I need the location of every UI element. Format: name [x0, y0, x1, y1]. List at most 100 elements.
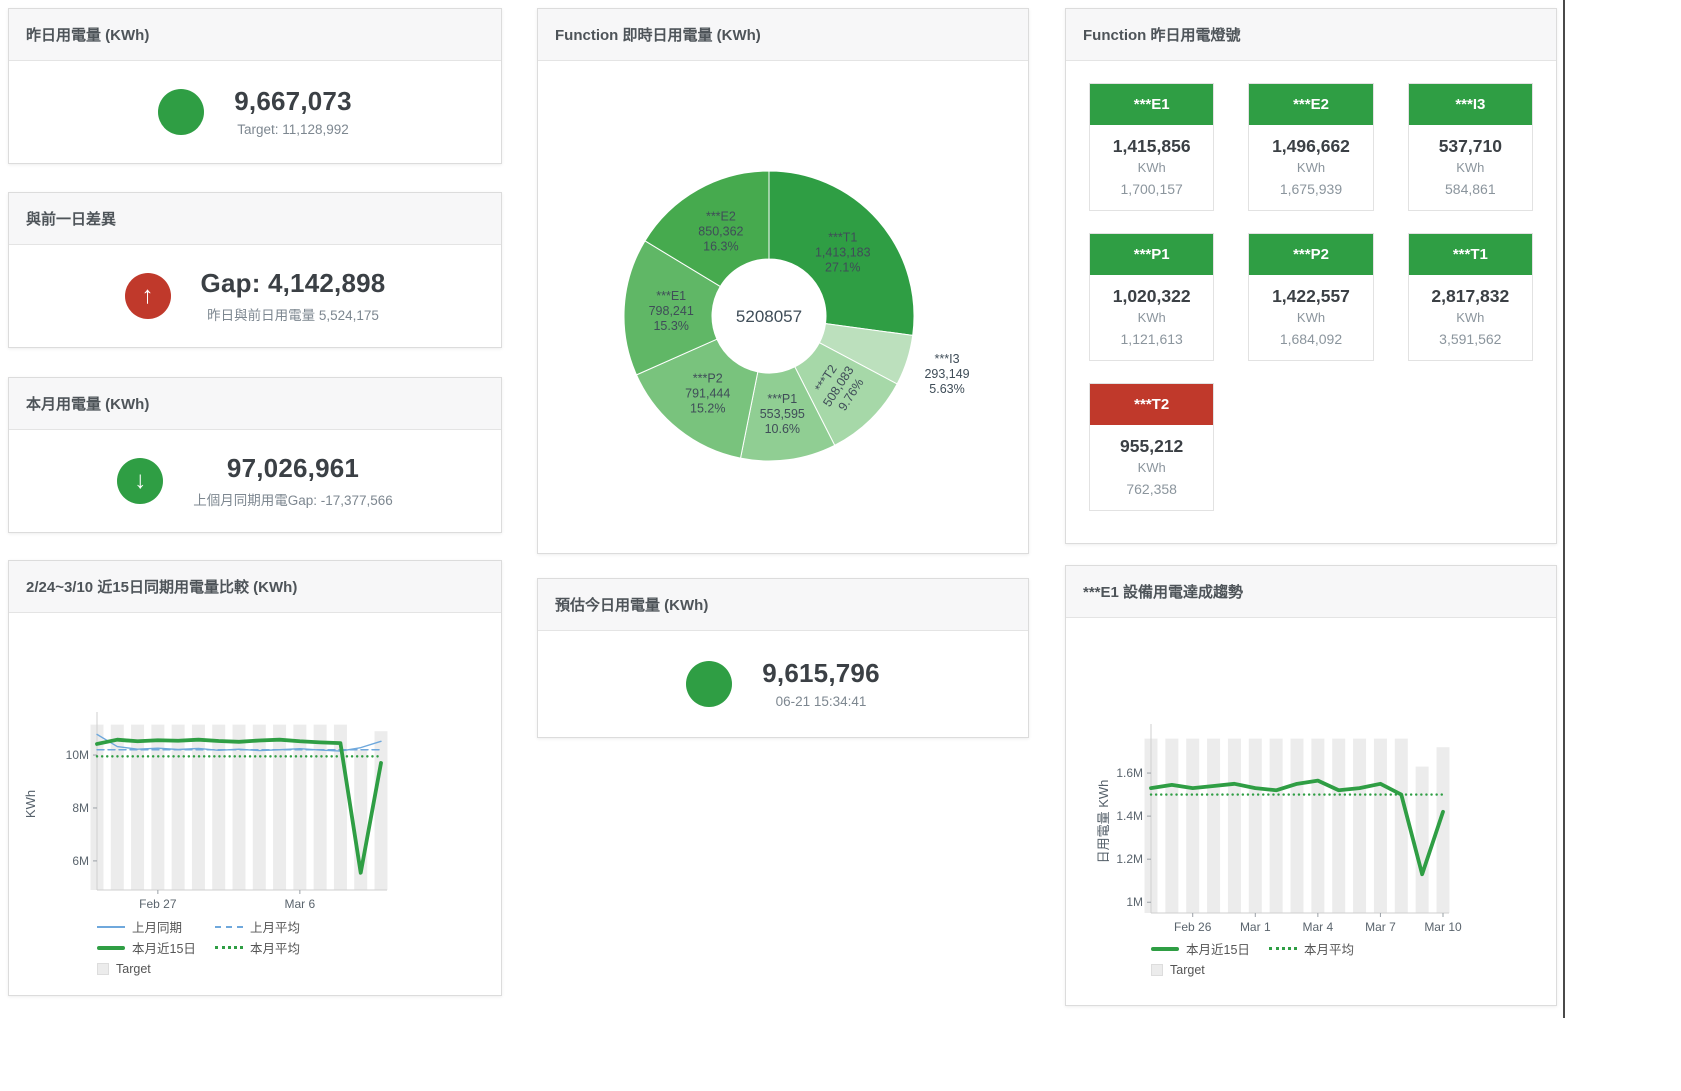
- target-bar: [1207, 738, 1221, 913]
- legend-item[interactable]: 本月近15日: [97, 937, 215, 958]
- light-tile-unit: KWh: [1137, 310, 1166, 325]
- line-chart-svg[interactable]: 1M 1.2M 1.4M 1.6M Feb 26 Mar 1 Mar 4 Mar 7 Mar 1…: [1066, 618, 1556, 1006]
- series-line: [1149, 778, 1445, 877]
- y-axis-label: 日用電量 KWh: [1096, 780, 1111, 864]
- target-bar: [110, 724, 124, 890]
- target-bar: [131, 724, 145, 890]
- panel-estimate-today: 預估今日用電量 (KWh) 9,615,796 06-21 15:34:41: [537, 578, 1029, 738]
- y-axis-label: KWh: [23, 790, 38, 818]
- target-bar: [1373, 738, 1387, 913]
- donut-slice-t1[interactable]: [768, 170, 915, 336]
- target-bar: [1290, 738, 1304, 913]
- panel-title: 昨日用電量 (KWh): [26, 27, 150, 44]
- legend-swatch-icon: [215, 946, 243, 949]
- donut-slice-label: ***I3 293,149 5.63%: [924, 352, 969, 396]
- panel-yesterday-lights: Function 昨日用電燈號 ***E1 1,415,856 KWh 1,70…: [1065, 8, 1557, 544]
- light-tile-target: 1,684,092: [1279, 331, 1343, 347]
- target-bar: [1227, 738, 1241, 913]
- legend-item[interactable]: 上月平均: [215, 916, 333, 937]
- legend-item[interactable]: 上月同期: [97, 916, 215, 937]
- donut-slice-e1[interactable]: [623, 240, 721, 376]
- line-chart-svg[interactable]: 6M 8M 10M Feb 27 Mar 6 KWh: [9, 613, 501, 996]
- legend-swatch-icon: [1151, 963, 1163, 976]
- legend-item[interactable]: 本月平均: [215, 937, 333, 958]
- target-bar: [1269, 738, 1283, 913]
- light-tile-e2: ***E2 1,496,662 KWh 1,675,939: [1248, 83, 1374, 211]
- panel-header[interactable]: ***E1 設備用電達成趨勢: [1066, 566, 1556, 618]
- y-tick-label: 1M: [1126, 895, 1143, 909]
- status-circle-icon: [158, 88, 205, 135]
- legend-item[interactable]: Target: [1151, 959, 1269, 980]
- light-tile-value: 1,496,662: [1272, 136, 1350, 156]
- target-bar: [313, 724, 327, 890]
- target-bar: [191, 724, 205, 890]
- e1-trend-line-chart[interactable]: 1M 1.2M 1.4M 1.6M Feb 26 Mar 1 Mar 4 Mar 7 Mar 1…: [1066, 618, 1556, 1004]
- light-tile-header: ***T1: [1408, 234, 1532, 275]
- legend-swatch-icon: [97, 925, 125, 928]
- panel-header[interactable]: Function 即時日用電量 (KWh): [538, 9, 1028, 61]
- light-tile-t1: ***T1 2,817,832 KWh 3,591,562: [1407, 233, 1533, 361]
- stat-timestamp: 06-21 15:34:41: [775, 694, 867, 709]
- light-tile-header: ***P1: [1090, 234, 1214, 275]
- stat-value: 9,667,073: [234, 86, 352, 116]
- stat-value: 97,026,961: [226, 452, 360, 483]
- target-bar: [232, 724, 246, 890]
- light-tile-header: ***E2: [1249, 84, 1373, 125]
- panel-header[interactable]: 本月用電量 (KWh): [9, 378, 501, 430]
- x-tick-label: Mar 6: [285, 897, 316, 911]
- target-bar: [273, 724, 287, 890]
- donut-center-total: 5208057: [736, 307, 802, 326]
- panel-header[interactable]: 昨日用電量 (KWh): [9, 9, 501, 61]
- x-tick-label: Mar 10: [1424, 920, 1462, 934]
- arrow-up-circle-icon: ↑: [124, 272, 171, 319]
- legend-item[interactable]: Target: [97, 958, 215, 979]
- panel-title: 2/24~3/10 近15日同期用電量比較 (KWh): [26, 579, 298, 596]
- donut-slice-p2[interactable]: [635, 338, 759, 459]
- light-tile-target: 1,675,939: [1279, 181, 1343, 197]
- panel-header[interactable]: 2/24~3/10 近15日同期用電量比較 (KWh): [9, 561, 501, 613]
- light-tile-e1: ***E1 1,415,856 KWh 1,700,157: [1089, 83, 1215, 211]
- panel-yesterday-usage: 昨日用電量 (KWh) 9,667,073 Target: 11,128,992: [8, 8, 502, 164]
- legend-item[interactable]: 本月近15日: [1151, 938, 1269, 959]
- light-tile-value: 1,415,856: [1112, 136, 1191, 156]
- compare-line-chart[interactable]: 6M 8M 10M Feb 27 Mar 6 KWh 上月同期 上月平均 本月近15日 本月平均 T…: [9, 613, 501, 994]
- light-tile-unit: KWh: [1456, 310, 1485, 325]
- target-bar: [1186, 738, 1200, 913]
- donut-svg[interactable]: ***T1 1,413,183 27.1%***I3 293,149 5.63%***T…: [538, 61, 1030, 553]
- target-bar: [1436, 747, 1450, 913]
- light-tile-header: ***E1: [1090, 84, 1214, 125]
- panel-title: 本月用電量 (KWh): [26, 396, 150, 413]
- legend-label: Target: [116, 961, 151, 976]
- light-tile-t2: ***T2 955,212 KWh 762,358: [1089, 383, 1215, 511]
- legend-item[interactable]: 本月平均: [1269, 938, 1387, 959]
- panel-header[interactable]: 預估今日用電量 (KWh): [538, 579, 1028, 631]
- target-bar: [293, 724, 307, 890]
- panel-header[interactable]: Function 昨日用電燈號: [1066, 9, 1556, 61]
- x-tick-label: Feb 27: [139, 897, 177, 911]
- light-tile-target: 1,121,613: [1120, 331, 1183, 347]
- target-bar: [252, 724, 266, 890]
- target-bar: [151, 724, 165, 890]
- donut-slice-e2[interactable]: [644, 170, 770, 288]
- series-line: [96, 733, 382, 752]
- legend-label: 上月平均: [250, 921, 301, 935]
- light-tile-i3: ***I3 537,710 KWh 584,861: [1407, 83, 1533, 211]
- donut-slice-label: ***P2 791,444 15.2%: [685, 371, 730, 415]
- target-bar: [1311, 738, 1325, 913]
- lights-grid: ***E1 1,415,856 KWh 1,700,157 ***E2 1,49…: [1066, 61, 1556, 542]
- light-tile-target: 1,700,157: [1120, 181, 1183, 197]
- y-tick-label: 8M: [72, 801, 89, 815]
- realtime-usage-donut-chart[interactable]: ***T1 1,413,183 27.1% ***I3 293,149 5.63% ***T…: [538, 61, 1028, 552]
- y-tick-label: 1.6M: [1116, 766, 1143, 780]
- target-bar: [1415, 766, 1429, 913]
- legend-label: 本月近15日: [132, 942, 196, 956]
- panel-title: 與前一日差異: [26, 211, 117, 228]
- legend-label: 上月同期: [132, 921, 183, 935]
- panel-header[interactable]: 與前一日差異: [9, 193, 501, 245]
- y-tick-label: 1.4M: [1116, 809, 1143, 823]
- x-tick-label: Mar 4: [1303, 920, 1334, 934]
- light-tile-value: 537,710: [1438, 136, 1502, 156]
- light-tile-header: ***P2: [1249, 234, 1373, 275]
- arrow-down-circle-icon: ↓: [117, 457, 164, 504]
